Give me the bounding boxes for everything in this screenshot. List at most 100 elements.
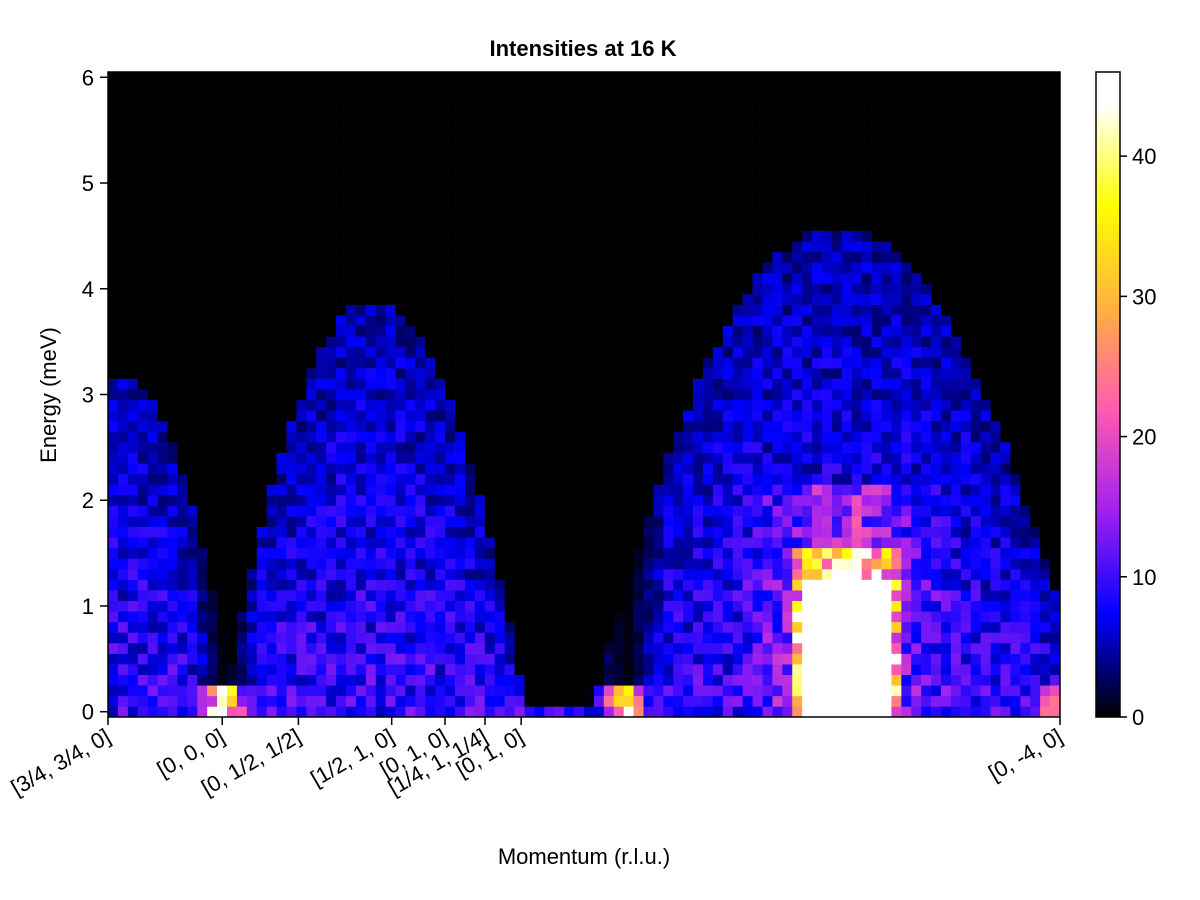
- heatmap-cell: [623, 399, 634, 411]
- heatmap-cell: [137, 241, 148, 253]
- heatmap-cell: [276, 251, 287, 263]
- heatmap-cell: [405, 431, 416, 443]
- heatmap-cell: [455, 431, 466, 443]
- heatmap-cell: [365, 262, 377, 274]
- heatmap-cell: [296, 177, 307, 189]
- heatmap-cell: [346, 505, 357, 517]
- heatmap-cell: [227, 526, 238, 538]
- heatmap-cell: [881, 695, 892, 707]
- heatmap-cell: [504, 685, 515, 697]
- heatmap-cell: [593, 505, 605, 517]
- heatmap-cell: [474, 124, 486, 136]
- heatmap-cell: [574, 114, 585, 126]
- heatmap-cell: [703, 695, 714, 707]
- heatmap-cell: [286, 579, 297, 591]
- heatmap-cell: [643, 368, 654, 379]
- heatmap-cell: [633, 695, 644, 707]
- heatmap-cell: [712, 600, 724, 612]
- heatmap-cell: [236, 505, 248, 517]
- heatmap-cell: [256, 632, 267, 644]
- heatmap-cell: [712, 484, 724, 496]
- heatmap-cell: [703, 642, 714, 654]
- heatmap-cell: [365, 600, 377, 612]
- heatmap-cell: [593, 82, 605, 94]
- heatmap-cell: [465, 315, 476, 327]
- heatmap-cell: [405, 241, 416, 253]
- heatmap-cell: [613, 177, 624, 189]
- heatmap-cell: [603, 304, 615, 316]
- heatmap-cell: [831, 357, 843, 369]
- heatmap-cell: [207, 209, 218, 221]
- heatmap-cell: [554, 103, 565, 115]
- heatmap-cell: [643, 241, 654, 253]
- heatmap-cell: [802, 124, 813, 136]
- heatmap-cell: [306, 114, 317, 126]
- heatmap-cell: [385, 114, 396, 126]
- heatmap-cell: [217, 156, 228, 168]
- heatmap-cell: [316, 505, 327, 517]
- heatmap-cell: [425, 537, 436, 549]
- heatmap-cell: [395, 294, 406, 305]
- heatmap-cell: [514, 378, 525, 390]
- heatmap-cell: [494, 568, 505, 580]
- heatmap-cell: [415, 558, 426, 570]
- heatmap-cell: [822, 442, 833, 453]
- heatmap-cell: [435, 706, 446, 718]
- heatmap-cell: [385, 642, 396, 654]
- heatmap-cell: [117, 209, 129, 221]
- heatmap-cell: [881, 230, 892, 242]
- heatmap-cell: [673, 537, 684, 549]
- heatmap-cell: [901, 558, 912, 570]
- heatmap-cell: [425, 526, 436, 538]
- heatmap-cell: [117, 442, 129, 453]
- heatmap-cell: [137, 590, 148, 601]
- heatmap-cell: [405, 156, 416, 168]
- heatmap-cell: [137, 188, 148, 200]
- heatmap-cell: [326, 283, 337, 295]
- heatmap-cell: [564, 420, 575, 432]
- heatmap-cell: [693, 389, 704, 401]
- heatmap-cell: [474, 198, 486, 210]
- heatmap-cell: [346, 156, 357, 168]
- heatmap-cell: [653, 325, 664, 337]
- heatmap-cell: [256, 336, 267, 348]
- heatmap-cell: [484, 611, 496, 623]
- heatmap-cell: [742, 167, 753, 179]
- heatmap-cell: [663, 272, 674, 284]
- heatmap-cell: [395, 558, 406, 570]
- heatmap-cell: [504, 198, 515, 210]
- heatmap-cell: [534, 230, 545, 242]
- heatmap-cell: [831, 389, 843, 401]
- heatmap-cell: [703, 706, 714, 718]
- heatmap-cell: [673, 294, 684, 305]
- heatmap-cell: [474, 431, 486, 443]
- heatmap-cell: [435, 526, 446, 538]
- heatmap-cell: [792, 463, 803, 475]
- heatmap-cell: [514, 167, 525, 179]
- heatmap-cell: [831, 420, 843, 432]
- heatmap-cell: [712, 82, 724, 94]
- heatmap-cell: [445, 600, 456, 612]
- heatmap-cell: [742, 346, 753, 358]
- heatmap-cell: [435, 336, 446, 348]
- heatmap-cell: [484, 632, 496, 644]
- heatmap-cell: [187, 135, 198, 147]
- heatmap-cell: [564, 558, 575, 570]
- heatmap-cell: [157, 526, 168, 538]
- heatmap-cell: [663, 93, 674, 105]
- heatmap-cell: [465, 272, 476, 284]
- heatmap-cell: [514, 410, 525, 422]
- heatmap-cell: [306, 220, 317, 231]
- heatmap-cell: [861, 600, 872, 612]
- heatmap-cell: [812, 621, 823, 633]
- heatmap-cell: [514, 664, 525, 675]
- heatmap-cell: [564, 135, 575, 147]
- heatmap-cell: [405, 82, 416, 94]
- heatmap-cell: [187, 124, 198, 136]
- heatmap-cell: [167, 653, 178, 665]
- heatmap-cell: [802, 484, 813, 496]
- heatmap-cell: [266, 611, 277, 623]
- heatmap-cell: [256, 389, 267, 401]
- heatmap-cell: [831, 632, 843, 644]
- heatmap-cell: [137, 272, 148, 284]
